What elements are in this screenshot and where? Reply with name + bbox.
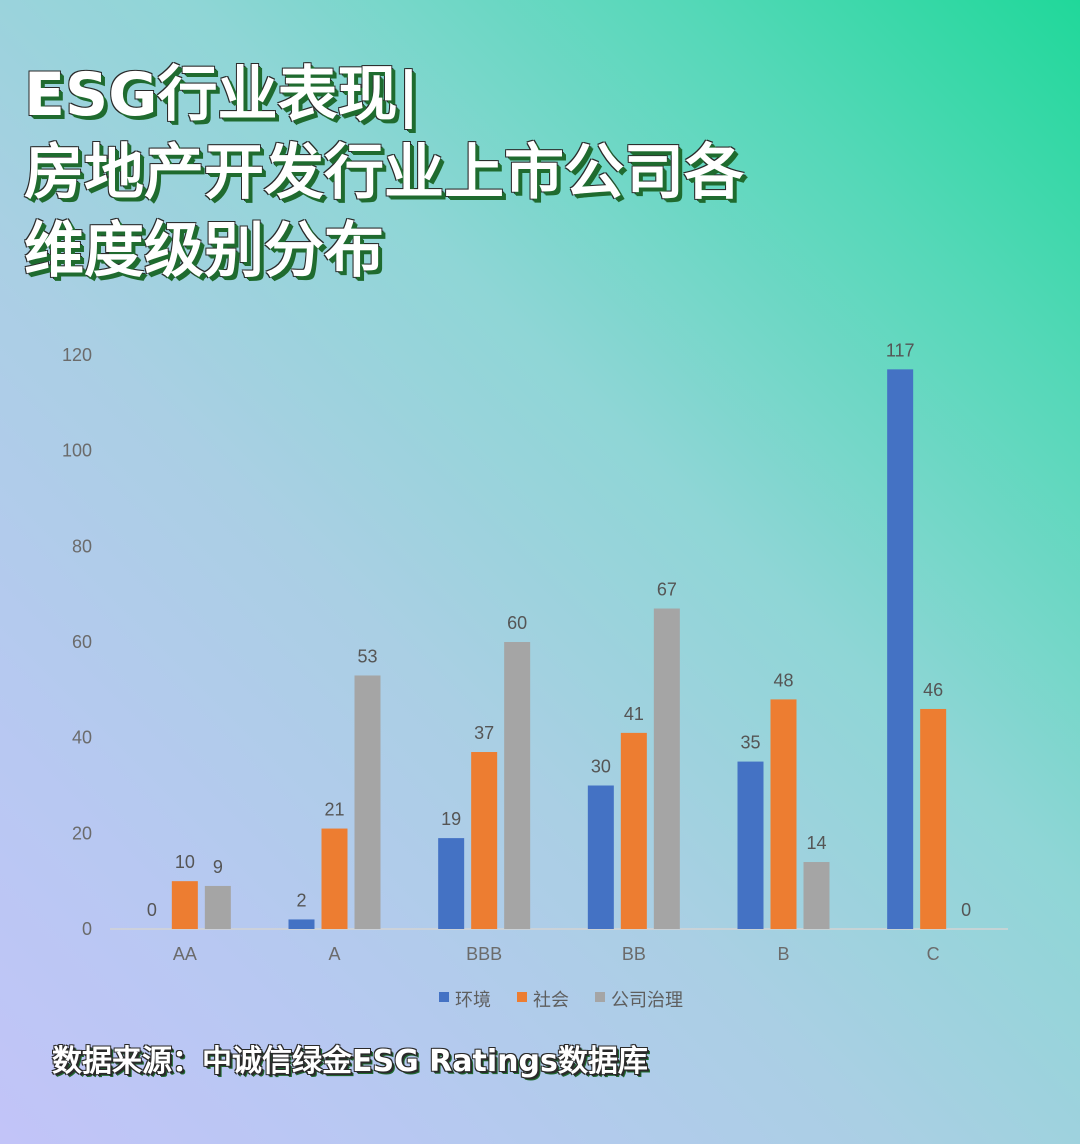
title-line-2: 房地产开发行业上市公司各 xyxy=(24,138,744,208)
legend-swatch xyxy=(595,992,605,1002)
bars xyxy=(171,369,947,930)
bar xyxy=(171,881,198,929)
data-label: 30 xyxy=(591,757,611,777)
data-label: 10 xyxy=(175,852,195,872)
bar xyxy=(354,675,381,929)
data-source-note: 数据来源：中诚信绿金ESG Ratings数据库 xyxy=(52,1044,648,1079)
bar xyxy=(204,885,231,929)
legend-item: 公司治理 xyxy=(595,990,683,1010)
bar xyxy=(288,919,315,929)
y-tick-label: 100 xyxy=(62,441,92,461)
data-label: 67 xyxy=(657,580,677,600)
x-tick-label: C xyxy=(927,944,940,964)
y-tick-label: 20 xyxy=(72,823,92,843)
x-axis: AA A BBB BB B C xyxy=(173,944,940,964)
data-label: 19 xyxy=(441,809,461,829)
bar xyxy=(887,369,914,930)
legend-label: 社会 xyxy=(533,990,569,1010)
x-tick-label: BBB xyxy=(466,944,502,964)
bar xyxy=(803,862,830,929)
y-tick-label: 40 xyxy=(72,728,92,748)
y-tick-label: 0 xyxy=(82,919,92,939)
legend-label: 公司治理 xyxy=(611,990,683,1010)
bar xyxy=(321,828,348,929)
bar xyxy=(653,608,680,929)
legend-swatch xyxy=(517,992,527,1002)
bar xyxy=(587,785,614,929)
data-label: 46 xyxy=(923,680,943,700)
bar xyxy=(504,642,531,929)
bar xyxy=(737,761,764,929)
legend: 环境 社会 公司治理 xyxy=(439,990,683,1010)
title-line-1: ESG行业表现| xyxy=(24,60,420,130)
bar xyxy=(770,699,797,929)
x-tick-label: A xyxy=(328,944,340,964)
x-tick-label: B xyxy=(777,944,789,964)
legend-item: 环境 xyxy=(439,990,491,1010)
bar xyxy=(620,732,647,929)
data-label: 2 xyxy=(296,890,306,910)
data-label: 9 xyxy=(213,857,223,877)
data-label: 35 xyxy=(740,733,760,753)
data-label: 14 xyxy=(806,833,826,853)
legend-swatch xyxy=(439,992,449,1002)
data-labels: 0 10 9 2 21 53 19 37 60 30 41 67 35 48 14 117 46 0 xyxy=(147,340,971,920)
y-tick-label: 120 xyxy=(62,345,92,365)
chart-title: ESG行业表现| 房地产开发行业上市公司各 维度级别分布 xyxy=(24,56,924,290)
data-label: 117 xyxy=(886,340,915,360)
bar xyxy=(438,838,465,929)
legend-label: 环境 xyxy=(455,990,491,1010)
y-axis: 0 20 40 60 80 100 120 xyxy=(62,345,92,939)
data-label: 48 xyxy=(773,670,793,690)
y-tick-label: 60 xyxy=(72,632,92,652)
x-tick-label: BB xyxy=(622,944,646,964)
x-tick-label: AA xyxy=(173,944,197,964)
data-label: 37 xyxy=(474,723,494,743)
data-label: 60 xyxy=(507,613,527,633)
bar xyxy=(471,752,498,929)
y-tick-label: 80 xyxy=(72,536,92,556)
title-line-3: 维度级别分布 xyxy=(24,216,384,286)
data-label: 21 xyxy=(324,800,344,820)
legend-item: 社会 xyxy=(517,990,569,1010)
data-label: 53 xyxy=(357,646,377,666)
data-label: 0 xyxy=(147,900,157,920)
data-label: 0 xyxy=(961,900,971,920)
data-label: 41 xyxy=(624,704,644,724)
bar xyxy=(920,708,947,929)
